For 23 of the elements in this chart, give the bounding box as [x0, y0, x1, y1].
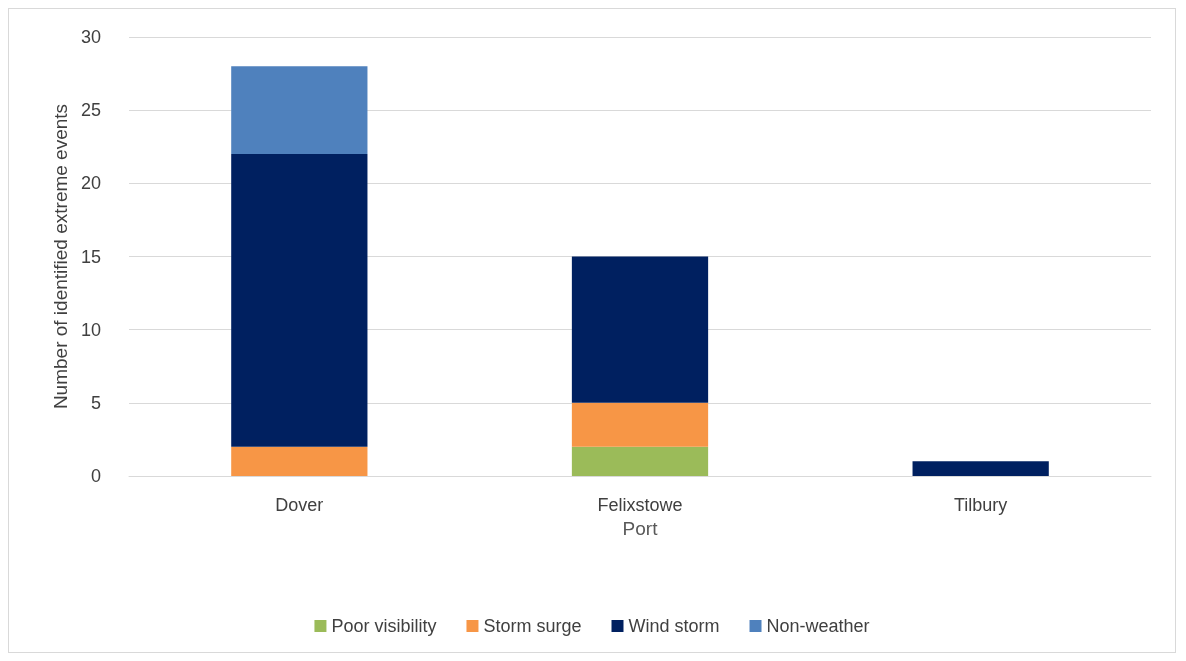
x-tick-label: Dover [275, 495, 324, 515]
y-tick-label: 20 [80, 173, 101, 194]
y-tick-label: 5 [90, 392, 101, 413]
x-tick-label: Tilbury [953, 495, 1008, 515]
legend-label: Storm surge [483, 616, 582, 636]
y-axis-title: Number of identified extreme events [50, 103, 72, 410]
x-tick-label: Felixstowe [597, 495, 683, 515]
y-tick-label: 15 [80, 246, 101, 267]
legend-label: Non-weather [766, 616, 870, 636]
y-tick-label: 10 [80, 319, 101, 340]
bar [231, 154, 368, 447]
y-tick-label: 0 [90, 466, 101, 486]
legend-label: Poor visibility [331, 616, 437, 636]
y-tick-label: 25 [80, 100, 101, 121]
x-axis-title: Port [622, 517, 659, 539]
bar [231, 66, 368, 155]
legend-label: Wind storm [628, 616, 720, 636]
bar [571, 446, 709, 476]
y-tick-label: 30 [80, 27, 101, 47]
bar [912, 461, 1049, 476]
bar [571, 402, 709, 447]
bar [571, 256, 709, 403]
bar [231, 446, 368, 476]
